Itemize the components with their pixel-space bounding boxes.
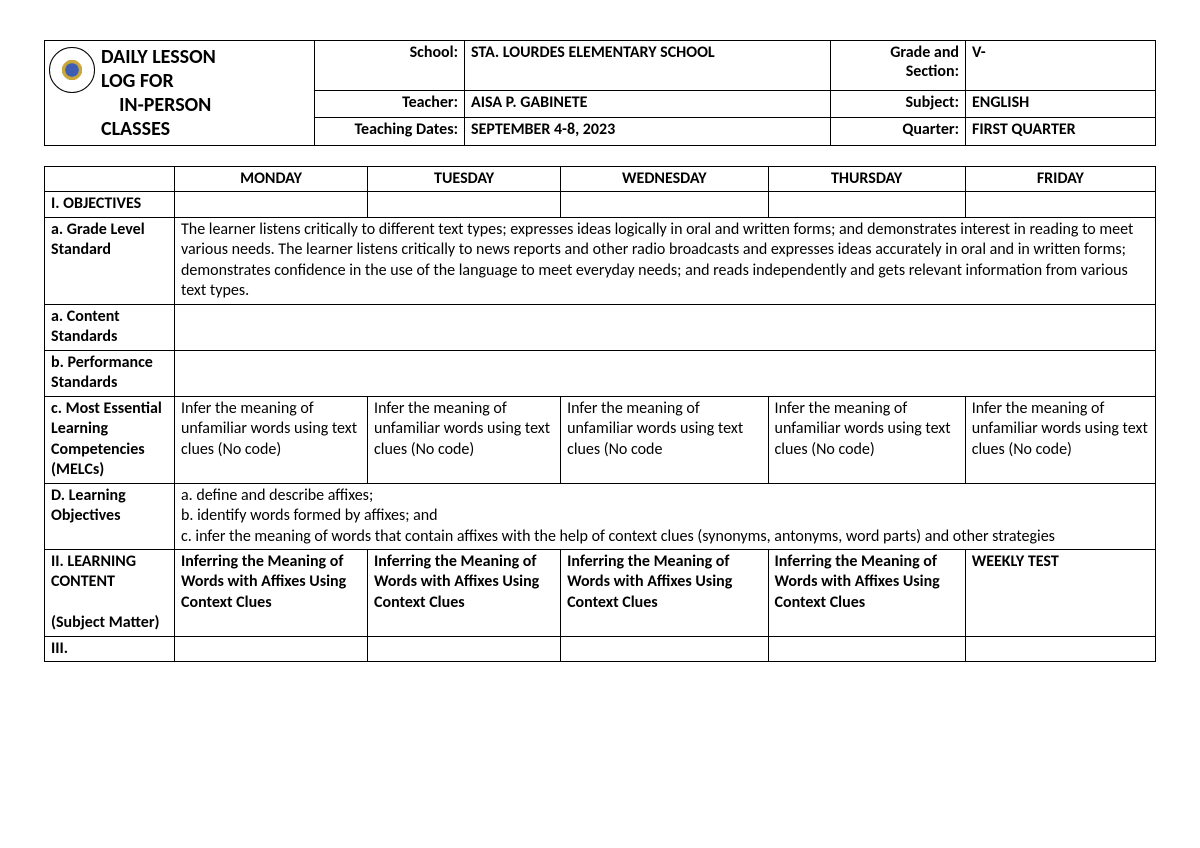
header-value-school: STA. LOURDES ELEMENTARY SCHOOL (465, 41, 831, 91)
header-value-subject: ENGLISH (966, 90, 1156, 118)
content-mon: Inferring the Meaning of Words with Affi… (175, 549, 368, 636)
learning-objectives-text: a. define and describe affixes; b. ident… (175, 483, 1156, 549)
header-label-grade: Grade and Section: (831, 41, 966, 91)
melc-mon: Infer the meaning of unfamiliar words us… (175, 396, 368, 483)
learning-objectives-label: D. Learning Objectives (45, 483, 175, 549)
performance-standards-row: b. Performance Standards (45, 350, 1156, 396)
objectives-tue (368, 192, 561, 217)
objectives-row: I. OBJECTIVES (45, 192, 1156, 217)
header-value-teacher: AISA P. GABINETE (465, 90, 831, 118)
iii-fri (965, 636, 1155, 661)
day-monday: MONDAY (175, 167, 368, 192)
section-iii-row: III. (45, 636, 1156, 661)
header-label-teacher: Teacher: (315, 90, 465, 118)
objectives-fri (965, 192, 1155, 217)
learning-content-label: II. LEARNING CONTENT (Subject Matter) (45, 549, 175, 636)
performance-standards-label: b. Performance Standards (45, 350, 175, 396)
content-wed: Inferring the Meaning of Words with Affi… (561, 549, 768, 636)
content-thu: Inferring the Meaning of Words with Affi… (768, 549, 965, 636)
header-value-grade: V- (966, 41, 1156, 91)
iii-mon (175, 636, 368, 661)
content-standards-label: a. Content Standards (45, 304, 175, 350)
day-tuesday: TUESDAY (368, 167, 561, 192)
document-title: DAILY LESSON LOG FOR IN-PERSON CLASSES (101, 45, 216, 141)
deped-logo (49, 47, 95, 93)
days-header-row: MONDAY TUESDAY WEDNESDAY THURSDAY FRIDAY (45, 167, 1156, 192)
header-value-dates: SEPTEMBER 4-8, 2023 (465, 118, 831, 146)
melc-thu: Infer the meaning of unfamiliar words us… (768, 396, 965, 483)
objectives-label: I. OBJECTIVES (45, 192, 175, 217)
content-standards-text (175, 304, 1156, 350)
document-title-cell: DAILY LESSON LOG FOR IN-PERSON CLASSES (45, 41, 315, 146)
grade-level-text: The learner listens critically to differ… (175, 217, 1156, 304)
header-label-school: School: (315, 41, 465, 91)
header-label-quarter: Quarter: (831, 118, 966, 146)
objectives-wed (561, 192, 768, 217)
day-thursday: THURSDAY (768, 167, 965, 192)
content-fri: WEEKLY TEST (965, 549, 1155, 636)
iii-tue (368, 636, 561, 661)
day-wednesday: WEDNESDAY (561, 167, 768, 192)
days-header-blank (45, 167, 175, 192)
iii-wed (561, 636, 768, 661)
learning-objectives-row: D. Learning Objectives a. define and des… (45, 483, 1156, 549)
melc-fri: Infer the meaning of unfamiliar words us… (965, 396, 1155, 483)
melc-wed: Infer the meaning of unfamiliar words us… (561, 396, 768, 483)
header-value-quarter: FIRST QUARTER (966, 118, 1156, 146)
content-tue: Inferring the Meaning of Words with Affi… (368, 549, 561, 636)
learning-content-row: II. LEARNING CONTENT (Subject Matter) In… (45, 549, 1156, 636)
grade-level-label: a. Grade Level Standard (45, 217, 175, 304)
objectives-mon (175, 192, 368, 217)
iii-thu (768, 636, 965, 661)
performance-standards-text (175, 350, 1156, 396)
header-table: DAILY LESSON LOG FOR IN-PERSON CLASSES S… (44, 40, 1156, 146)
melc-row: c. Most Essential Learning Competencies … (45, 396, 1156, 483)
content-standards-row: a. Content Standards (45, 304, 1156, 350)
melc-label: c. Most Essential Learning Competencies … (45, 396, 175, 483)
grade-level-row: a. Grade Level Standard The learner list… (45, 217, 1156, 304)
header-label-subject: Subject: (831, 90, 966, 118)
melc-tue: Infer the meaning of unfamiliar words us… (368, 396, 561, 483)
header-label-dates: Teaching Dates: (315, 118, 465, 146)
section-iii-label: III. (45, 636, 175, 661)
lesson-table: MONDAY TUESDAY WEDNESDAY THURSDAY FRIDAY… (44, 166, 1156, 662)
day-friday: FRIDAY (965, 167, 1155, 192)
objectives-thu (768, 192, 965, 217)
